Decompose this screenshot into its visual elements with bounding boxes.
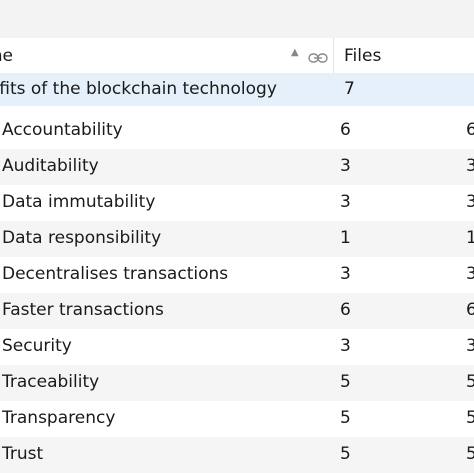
- parent-row-files: 7: [344, 79, 355, 99]
- code-references: 5: [466, 408, 474, 428]
- code-files: 6: [340, 120, 351, 140]
- code-files: 5: [340, 444, 351, 464]
- table-row[interactable]: Data responsibility 1 1: [0, 221, 474, 257]
- code-name: Decentralises transactions: [2, 264, 229, 284]
- code-files: 3: [340, 192, 351, 212]
- code-name: Trust: [2, 444, 44, 464]
- table-row[interactable]: Auditability 3 3: [0, 149, 474, 185]
- code-references: 5: [466, 372, 474, 392]
- table-row[interactable]: Traceability 5 5: [0, 365, 474, 401]
- code-name: Security: [2, 336, 72, 356]
- code-files: 3: [340, 264, 351, 284]
- column-header-name[interactable]: me: [0, 46, 14, 66]
- selected-parent-row[interactable]: nefits of the blockchain technology 7: [0, 73, 474, 106]
- code-references: 3: [466, 156, 474, 176]
- code-files: 6: [340, 300, 351, 320]
- table-row[interactable]: Security 3 3: [0, 329, 474, 365]
- code-files: 1: [340, 228, 351, 248]
- code-files: 5: [340, 408, 351, 428]
- table-row[interactable]: Faster transactions 6 6: [0, 293, 474, 329]
- code-references: 6: [466, 300, 474, 320]
- table-row[interactable]: Accountability 6 6: [0, 113, 474, 149]
- column-header-row: me ▲ Files: [0, 38, 474, 73]
- code-references: 3: [466, 192, 474, 212]
- code-name: Traceability: [2, 372, 100, 392]
- table-row[interactable]: Trust 5 5: [0, 437, 474, 473]
- link-icon[interactable]: [308, 49, 328, 63]
- code-files: 5: [340, 372, 351, 392]
- sort-ascending-icon[interactable]: ▲: [291, 47, 299, 58]
- code-name: Faster transactions: [2, 300, 164, 320]
- code-list: Accountability 6 6 Auditability 3 3 Data…: [0, 113, 474, 473]
- table-row[interactable]: Decentralises transactions 3 3: [0, 257, 474, 293]
- column-header-files[interactable]: Files: [344, 46, 382, 66]
- code-references: 5: [466, 444, 474, 464]
- code-references: 3: [466, 336, 474, 356]
- code-references: 6: [466, 120, 474, 140]
- code-files: 3: [340, 156, 351, 176]
- column-separator[interactable]: [333, 38, 334, 73]
- code-files: 3: [340, 336, 351, 356]
- code-name: Data responsibility: [2, 228, 162, 248]
- code-references: 1: [466, 228, 474, 248]
- table-row[interactable]: Data immutability 3 3: [0, 185, 474, 221]
- code-name: Transparency: [2, 408, 116, 428]
- code-name: Auditability: [2, 156, 99, 176]
- code-references: 3: [466, 264, 474, 284]
- code-name: Accountability: [2, 120, 123, 140]
- parent-row-name: nefits of the blockchain technology: [0, 79, 277, 99]
- code-name: Data immutability: [2, 192, 156, 212]
- toolbar: [0, 0, 474, 39]
- table-row[interactable]: Transparency 5 5: [0, 401, 474, 437]
